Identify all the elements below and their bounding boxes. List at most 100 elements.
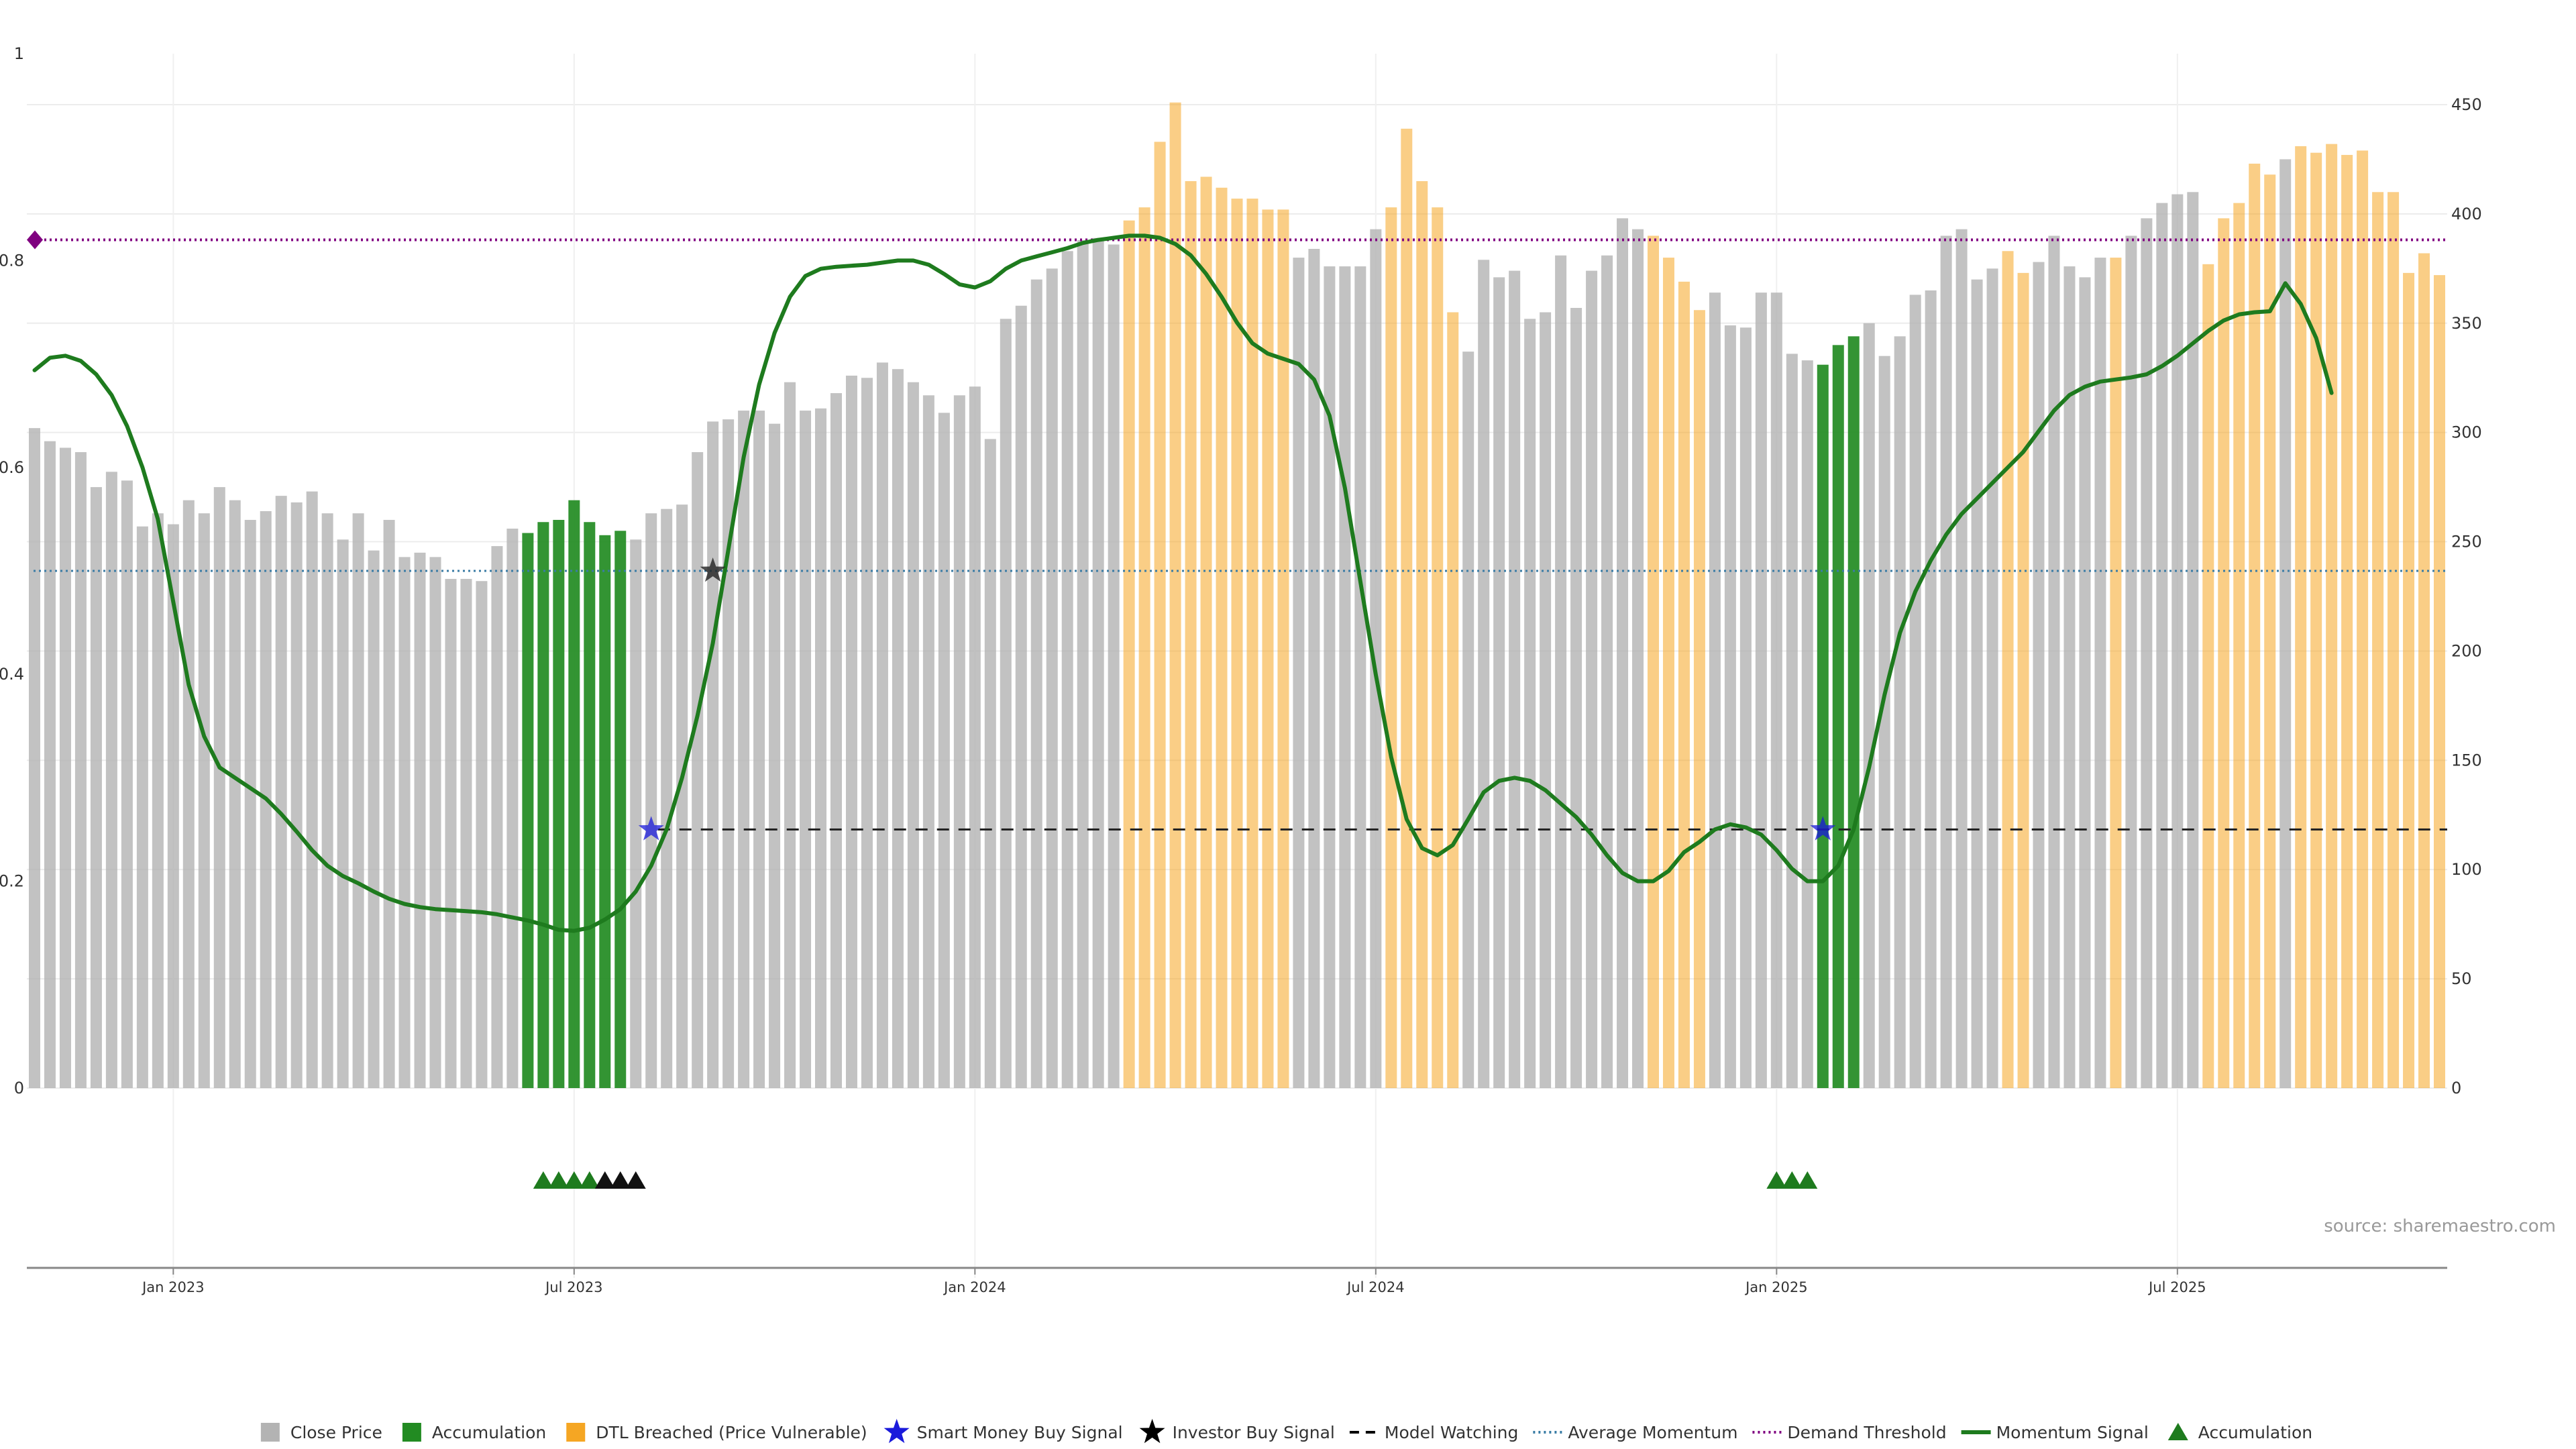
legend-item: Model Watching [1349, 1423, 1519, 1442]
dtl-breached-bar [2310, 152, 2322, 1088]
close-price-bar [1971, 279, 1983, 1089]
investor-buy-star [700, 557, 726, 582]
close-price-bar [2094, 258, 2106, 1088]
close-price-bar [769, 423, 781, 1088]
close-price-bar [1493, 277, 1505, 1088]
legend-label: Investor Buy Signal [1173, 1423, 1335, 1442]
left-axis-tick-label: 0.6 [0, 458, 24, 477]
close-price-bar [290, 502, 303, 1088]
close-price-bar [2141, 218, 2153, 1089]
close-price-bar [1755, 292, 1767, 1088]
close-price-bar [1524, 319, 1536, 1088]
right-axis-tick-label: 50 [2451, 969, 2472, 988]
close-price-bar [876, 362, 888, 1089]
close-price-bar [1940, 235, 1952, 1088]
close-price-bar [136, 526, 148, 1088]
x-axis-tick-label: Jul 2025 [2147, 1279, 2206, 1295]
right-axis-tick-label: 0 [2451, 1079, 2461, 1097]
close-price-bar [1555, 255, 1567, 1089]
close-price-bar [1293, 258, 1305, 1088]
close-price-bar [59, 447, 71, 1088]
close-price-bar [229, 500, 241, 1088]
close-price-bar [275, 496, 287, 1088]
dtl-breached-bar [2002, 251, 2014, 1088]
close-price-bar [1786, 354, 1798, 1088]
legend-label: Smart Money Buy Signal [917, 1423, 1123, 1442]
dtl-breached-bar [2418, 253, 2430, 1088]
momentum-signal-group [32, 233, 2334, 933]
dtl-breached-bar [2295, 146, 2307, 1088]
close-price-bar [198, 513, 210, 1088]
close-price-bar [1108, 244, 1120, 1088]
legend-item: Accumulation [2167, 1423, 2312, 1442]
close-price-bar [1092, 237, 1104, 1088]
close-price-bar [506, 529, 519, 1088]
close-price-bar [1509, 270, 1521, 1089]
close-price-bar [907, 382, 919, 1088]
dtl-breached-bar [1662, 258, 1674, 1088]
right-axis-tick-label: 350 [2451, 314, 2482, 333]
close-price-bar [1925, 290, 1937, 1088]
legend-item: DTL Breached (Price Vulnerable) [566, 1423, 867, 1442]
dtl-breached-bar [1123, 220, 1135, 1088]
dtl-breached-bar [1385, 207, 1397, 1088]
close-price-bar [2156, 203, 2168, 1089]
close-price-bar [368, 550, 380, 1088]
accumulation-bar [599, 535, 611, 1088]
close-price-bar [2187, 192, 2199, 1089]
dtl-breached-bar [1154, 142, 1166, 1089]
investor-accumulation-marker [594, 1171, 615, 1189]
legend-square-icon [260, 1423, 280, 1442]
dtl-breached-bar [2110, 258, 2122, 1088]
close-price-bar [938, 413, 950, 1088]
close-price-bar [74, 451, 87, 1088]
close-price-bar [1986, 268, 1998, 1088]
smart-money-buy-star [1810, 816, 1836, 841]
close-price-bar [2079, 277, 2091, 1088]
accumulation-bar [568, 500, 580, 1088]
legend-item: Momentum Signal [1961, 1423, 2149, 1442]
legend-label: DTL Breached (Price Vulnerable) [596, 1423, 867, 1442]
reference-lines [34, 238, 2447, 830]
dtl-breached-bar [1169, 102, 1181, 1089]
close-price-bar [922, 395, 934, 1088]
dtl-breached-bar [2202, 264, 2214, 1089]
legend-label: Model Watching [1385, 1423, 1519, 1442]
close-price-bar [414, 552, 426, 1088]
dtl-breached-bar [2387, 192, 2400, 1089]
close-price-bar [383, 519, 395, 1088]
accumulation-marker [1766, 1171, 1787, 1189]
legend-label: Close Price [290, 1423, 382, 1442]
close-price-bar [753, 411, 765, 1088]
close-price-bar [676, 504, 688, 1088]
momentum-signal-line [32, 233, 2334, 933]
dtl-breached-bar [2233, 203, 2245, 1089]
close-price-bar [1000, 319, 1012, 1088]
dtl-breached-bar [1693, 310, 1705, 1089]
right-axis-tick-label: 400 [2451, 205, 2482, 223]
close-price-bar [722, 419, 735, 1088]
close-price-bar [1077, 239, 1089, 1089]
legend-square-icon [566, 1423, 586, 1442]
right-axis-tick-label: 450 [2451, 95, 2482, 114]
close-price-bar [645, 513, 657, 1088]
close-price-bar [1570, 307, 1582, 1088]
right-axis-tick-label: 200 [2451, 641, 2482, 660]
left-axis-tick-label: 1 [14, 44, 24, 63]
left-axis-tick-label: 0.4 [0, 665, 24, 684]
accumulation-bar [1832, 345, 1844, 1089]
smart-money-buy-star [638, 816, 664, 841]
legend-label: Average Momentum [1568, 1423, 1737, 1442]
dtl-breached-bar [2264, 174, 2276, 1088]
close-price-bar [337, 539, 349, 1088]
x-axis-tick-label: Jan 2023 [141, 1279, 205, 1295]
close-price-bar [953, 395, 965, 1088]
accumulation-bar [614, 531, 627, 1088]
close-price-bar [1030, 279, 1042, 1089]
close-price-bar [152, 513, 164, 1088]
legend-item: Investor Buy Signal [1139, 1419, 1335, 1444]
close-price-bar [1015, 305, 1027, 1088]
dtl-breached-bar [2341, 154, 2353, 1088]
close-price-bar [1709, 292, 1721, 1088]
close-price-bar [661, 508, 673, 1088]
